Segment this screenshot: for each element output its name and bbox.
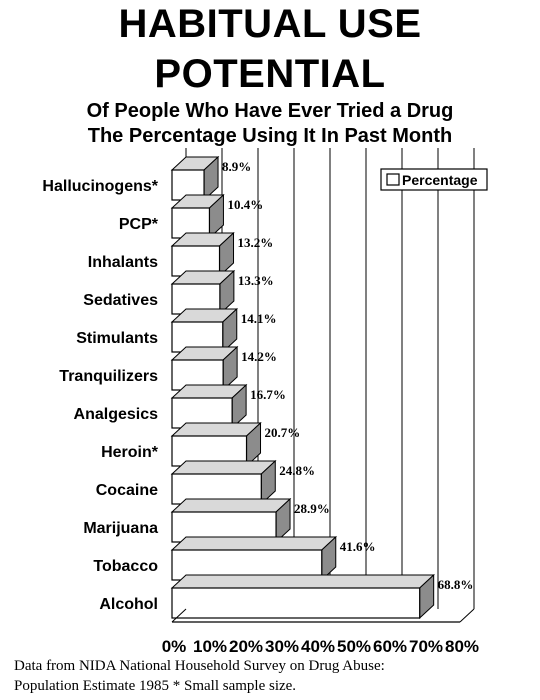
category-label: Inhalants [88,254,158,271]
category-label: Heroin* [101,444,159,461]
category-label: Tranquilizers [59,368,158,385]
bar [170,383,248,430]
bar [170,193,225,240]
category-label: Marijuana [83,520,158,537]
category-label: Alcohol [99,596,158,613]
data-label: 24.8% [279,463,315,478]
category-label: Analgesics [74,406,159,423]
x-tick-label: 50% [337,637,371,656]
data-label: 14.2% [241,349,277,364]
x-tick-label: 20% [229,637,263,656]
bar [170,231,235,278]
bar [170,269,236,316]
legend-swatch [386,173,400,186]
bar [170,345,239,392]
bar-front-face [171,587,421,619]
bar-top-face [170,460,277,475]
data-label: 14.1% [241,311,277,326]
legend-box [380,168,488,191]
legend-label: Percentage [402,172,478,188]
x-tick-label: 10% [193,637,227,656]
data-label: 13.3% [238,273,274,288]
x-axis-depth-right [459,608,475,623]
x-tick-label: 40% [301,637,335,656]
chart-subtitle-line-1: Of People Who Have Ever Tried a Drug [86,100,454,122]
x-tick-label: 0% [162,637,187,656]
data-label: 68.8% [438,577,474,592]
x-axis-depth-left [171,608,187,623]
category-label: Hallucinogens* [42,178,158,195]
bar [170,535,338,582]
bar [170,421,262,468]
data-label: 16.7% [250,387,286,402]
footnote-source: Data from NIDA National Household Survey… [14,658,385,674]
category-label: Cocaine [96,482,158,499]
bar [170,155,220,202]
data-label: 8.9% [222,159,251,174]
bar [170,307,239,354]
footnote-sample-note: Population Estimate 1985 * Small sample … [14,678,297,694]
x-tick-label: 70% [409,637,443,656]
bar [170,459,277,506]
chart-title-line-2: POTENTIAL [154,52,386,96]
bars [170,155,435,620]
data-label: 10.4% [227,197,263,212]
category-label: Stimulants [76,330,158,347]
bar-top-face [170,574,435,589]
data-label: 20.7% [265,425,301,440]
data-label: 41.6% [340,539,376,554]
data-label: 28.9% [294,501,330,516]
bar-top-face [170,498,292,513]
x-tick-label: 60% [373,637,407,656]
category-label: Sedatives [83,292,158,309]
chart-subtitle-line-2: The Percentage Using It In Past Month [87,125,453,147]
legend: Percentage [380,168,488,191]
x-tick-label: 30% [265,637,299,656]
bar [170,573,435,620]
category-label: Tobacco [93,558,158,575]
bar-top-face [170,536,338,551]
chart-title-line-1: HABITUAL USE [118,2,422,46]
data-label: 13.2% [238,235,274,250]
category-label: PCP* [119,216,159,233]
x-tick-label: 80% [445,637,479,656]
bar-top-face [170,422,262,437]
bar [170,497,292,544]
